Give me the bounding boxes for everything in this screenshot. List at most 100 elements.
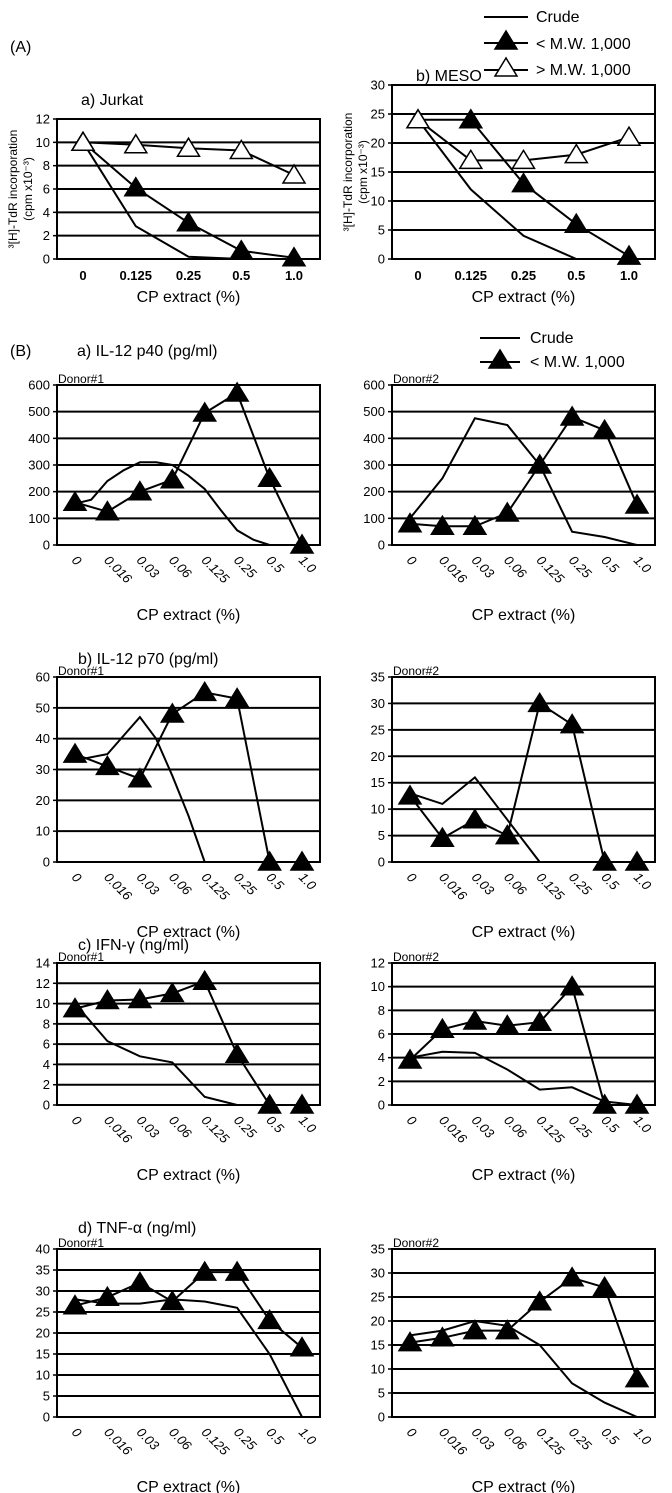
y-tick-label: 30 (36, 1284, 50, 1299)
x-tick-label: 0.016 (101, 1425, 135, 1459)
x-tick-label: 0.125 (199, 1113, 233, 1147)
data-point-filled (397, 784, 423, 805)
x-tick-label: 1.0 (631, 1113, 655, 1137)
series-line-none (409, 1319, 638, 1418)
y-tick-label: 4 (43, 205, 50, 220)
x-tick-label: 0.03 (469, 1113, 498, 1142)
section-title-il12p70: b) IL-12 p70 (pg/ml) (78, 651, 219, 668)
legend-a-crude-label: Crude (536, 9, 580, 26)
donor-label: Donor#2 (393, 1236, 439, 1250)
y-tick-label: 100 (28, 511, 50, 526)
x-axis-label: CP extract (%) (137, 1167, 241, 1184)
donor-label: Donor#1 (58, 950, 104, 964)
y-tick-label: 8 (43, 158, 50, 173)
y-tick-label: 500 (28, 404, 50, 419)
data-point-filled (289, 533, 315, 554)
data-point-filled (224, 1260, 250, 1281)
data-point-filled (563, 212, 589, 233)
y-tick-label: 0 (43, 1410, 50, 1425)
y-tick-label: 20 (371, 749, 385, 764)
x-tick-label: 0.03 (134, 870, 163, 899)
legend-a-low-marker (493, 29, 519, 50)
y-tick-label: 30 (371, 1266, 385, 1281)
data-point-filled (176, 211, 201, 232)
data-point-filled (224, 381, 250, 402)
legend-a: Crude < M.W. 1,000 > M.W. 1,000 (484, 9, 631, 79)
donor-label: Donor#2 (393, 372, 439, 386)
y-tick-label: 600 (28, 378, 50, 393)
y-tick-label: 6 (43, 1037, 50, 1052)
data-point-filled (159, 468, 185, 489)
y-tick-label: 10 (371, 1362, 385, 1377)
data-point-open (176, 136, 201, 157)
x-tick-label: 0.03 (469, 1425, 498, 1454)
x-tick-label: 0.016 (436, 1425, 470, 1459)
x-tick-label: 0.125 (534, 870, 568, 904)
x-tick-label: 0.125 (534, 1425, 568, 1459)
x-tick-label: 0.25 (231, 1425, 260, 1454)
data-point-filled (527, 1290, 553, 1311)
data-point-filled (123, 176, 149, 197)
x-tick-label: 0.25 (566, 870, 595, 899)
y-tick-label: 0 (378, 1410, 385, 1425)
y-tick-label: 20 (36, 1326, 50, 1341)
data-point-filled (527, 453, 553, 474)
plot-frame (391, 1248, 656, 1418)
x-tick-label: 0.06 (501, 1425, 530, 1454)
data-point-open (563, 143, 589, 164)
y-tick-label: 5 (378, 223, 385, 238)
y-tick-label: 60 (36, 670, 50, 685)
y-tick-label: 12 (36, 112, 50, 127)
data-point-filled (159, 702, 185, 723)
x-tick-label: 0.125 (534, 553, 568, 587)
data-point-filled (511, 172, 536, 193)
series-line-filled (74, 691, 302, 863)
x-tick-label: 0.25 (511, 268, 536, 283)
x-tick-label: 1.0 (620, 268, 638, 283)
donor-label: Donor#1 (58, 664, 104, 678)
y-tick-label: 300 (28, 458, 50, 473)
x-tick-label: 0.25 (566, 1113, 595, 1142)
x-tick-label: 0.125 (534, 1113, 568, 1147)
donor-label: Donor#2 (393, 950, 439, 964)
y-tick-label: 5 (43, 1389, 50, 1404)
data-point-filled (127, 988, 153, 1009)
x-tick-label: 0 (69, 1113, 85, 1129)
x-tick-label: 0.06 (166, 870, 195, 899)
y-tick-label: 6 (378, 1027, 385, 1042)
chart-title: a) Jurkat (81, 92, 144, 109)
y-tick-label: 6 (43, 182, 50, 197)
y-tick-label: 0 (43, 252, 50, 267)
y-tick-label: 8 (43, 1016, 50, 1031)
y-tick-label: 15 (371, 1338, 385, 1353)
y-tick-label: 4 (43, 1057, 50, 1072)
x-tick-label: 0 (79, 268, 86, 283)
legend-b: Crude < M.W. 1,000 (480, 330, 625, 371)
data-point-filled (559, 1266, 585, 1287)
data-point-filled (430, 826, 455, 847)
y-tick-label: 25 (36, 1305, 50, 1320)
data-point-filled (95, 754, 120, 776)
data-point-filled (527, 691, 553, 713)
y-tick-label: 30 (371, 78, 385, 93)
x-tick-label: 0.5 (598, 1425, 622, 1449)
series-line-filled (409, 984, 637, 1106)
x-axis-label: CP extract (%) (472, 1479, 576, 1493)
series-line-filled (409, 701, 637, 863)
x-axis-label: CP extract (%) (137, 1479, 241, 1493)
x-tick-label: 0.125 (199, 870, 233, 904)
y-tick-label: 25 (371, 107, 385, 122)
y-tick-label: 12 (36, 976, 50, 991)
y-tick-label: 200 (363, 484, 385, 499)
data-point-filled (462, 1009, 488, 1030)
x-tick-label: 0.03 (134, 1113, 163, 1142)
series-line-none (409, 417, 638, 546)
x-tick-label: 0.5 (263, 870, 287, 894)
legend-a-low-label: < M.W. 1,000 (536, 36, 631, 53)
y-tick-label: 0 (43, 855, 50, 870)
